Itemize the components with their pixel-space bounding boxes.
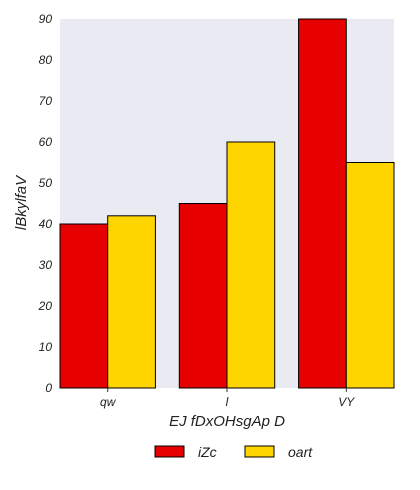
y-tick-label: 30 (39, 258, 53, 272)
x-tick-label: qw (100, 395, 117, 409)
x-axis-ticks: qw l VY (100, 388, 355, 409)
bar-iZc-qw (60, 224, 108, 388)
legend: iZc oart (155, 444, 313, 460)
bar-oart-VY (346, 163, 394, 389)
legend-label-iZc: iZc (198, 444, 217, 460)
y-tick-label: 60 (39, 135, 53, 149)
y-tick-label: 80 (39, 53, 53, 67)
bar-oart-qw (108, 216, 156, 388)
x-axis-label: EJ fDxOHsgAp D (169, 413, 285, 430)
y-axis-ticks: 0 10 20 30 40 50 60 70 80 90 (38, 12, 53, 395)
bar-iZc-l (179, 204, 227, 389)
y-tick-label: 10 (39, 340, 53, 354)
x-tick-label: l (226, 395, 229, 409)
legend-swatch-oart (245, 446, 274, 457)
y-tick-label: 40 (39, 217, 53, 231)
legend-label-oart: oart (288, 444, 313, 460)
y-axis-label: lBkylfaV (13, 174, 30, 230)
bar-iZc-VY (299, 19, 347, 388)
y-tick-label: 20 (38, 299, 53, 313)
x-tick-label: VY (338, 395, 355, 409)
y-tick-label: 0 (45, 381, 52, 395)
y-tick-label: 70 (39, 94, 53, 108)
legend-swatch-iZc (155, 446, 184, 457)
y-tick-label: 90 (39, 12, 53, 26)
bar-oart-l (227, 142, 275, 388)
y-tick-label: 50 (39, 176, 53, 190)
